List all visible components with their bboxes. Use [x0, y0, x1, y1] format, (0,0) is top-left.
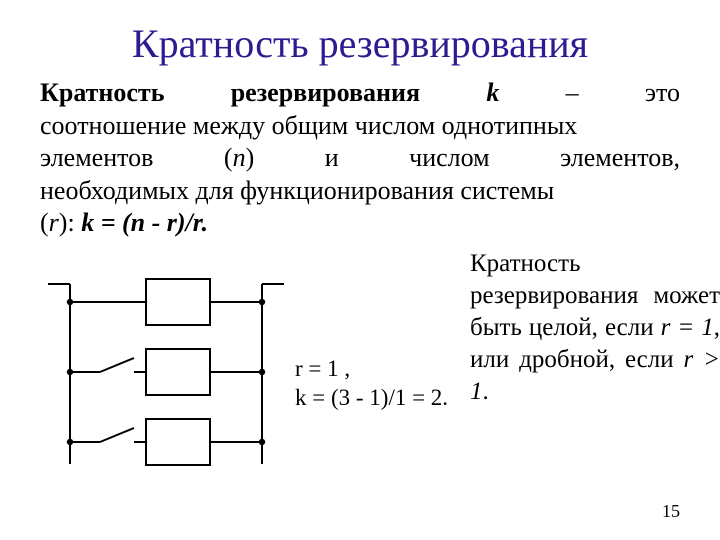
definition-paragraph: Кратность резервирования k – это соотнош… [40, 77, 680, 240]
caption-line-2: k = (3 - 1)/1 = 2. [295, 383, 448, 413]
page-number: 15 [662, 501, 680, 522]
t: k = (n - r)/r. [81, 208, 208, 237]
redundancy-diagram [30, 264, 290, 484]
slide-title: Кратность резервирования [40, 20, 680, 67]
t: Кратность [40, 78, 164, 107]
lower-region: r = 1 , k = (3 - 1)/1 = 2. Кратность рез… [40, 244, 680, 514]
t: резервирования [231, 78, 420, 107]
t: резервирования [470, 282, 638, 309]
t: и [325, 143, 339, 172]
t: элементов [40, 143, 153, 172]
t: элементов, [560, 143, 680, 172]
def-line-1: Кратность резервирования k – это [40, 77, 680, 110]
t: Кратность [470, 250, 580, 277]
t: – [566, 78, 579, 107]
t: дробной, если [519, 346, 683, 373]
def-line-5: (r): k = (n - r)/r. [40, 207, 680, 240]
t: . [483, 378, 489, 405]
t: (п) [224, 143, 254, 172]
t: (r): [40, 208, 81, 237]
diagram-caption: r = 1 , k = (3 - 1)/1 = 2. [295, 354, 448, 414]
def-line-2: соотношение между общим числом однотипны… [40, 110, 680, 143]
t: если [605, 314, 661, 341]
caption-line-1: r = 1 , [295, 354, 448, 384]
t: числом [409, 143, 489, 172]
def-line-3: элементов (п) и числом элементов, [40, 142, 680, 175]
t: r = 1 [661, 314, 714, 341]
t: k [486, 78, 499, 107]
slide: Кратность резервирования Кратность резер… [0, 0, 720, 540]
def-line-4: необходимых для функционирования системы [40, 175, 680, 208]
right-note: Кратность резервирования может быть цело… [470, 248, 720, 408]
diagram-svg [30, 264, 290, 484]
t: это [645, 78, 680, 107]
